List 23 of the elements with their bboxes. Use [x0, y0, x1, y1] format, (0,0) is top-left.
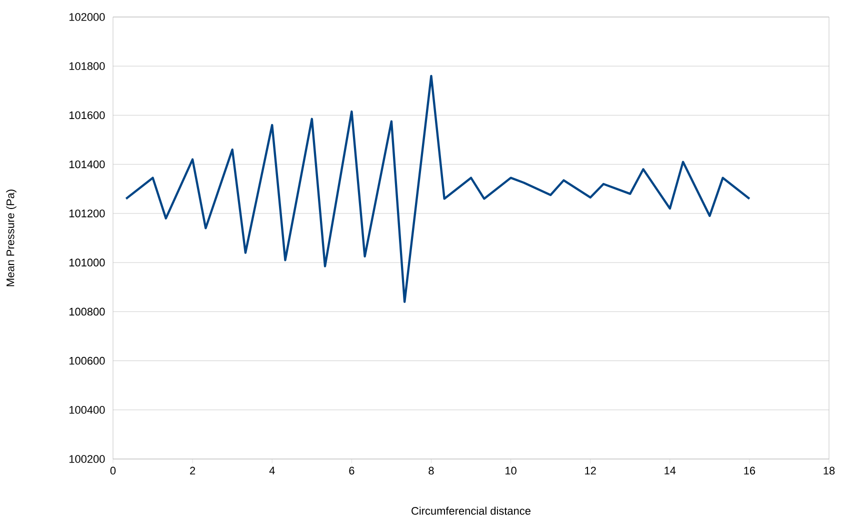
y-tick-label: 101000 — [69, 258, 105, 266]
x-tick-label: 14 — [664, 466, 676, 474]
x-tick-label: 6 — [349, 466, 354, 475]
x-tick-label: 4 — [269, 466, 275, 474]
x-tick-label: 18 — [824, 466, 835, 475]
y-tick-label: 101200 — [69, 210, 105, 218]
x-tick-label: 0 — [110, 466, 116, 475]
x-tick-label: 8 — [428, 466, 434, 475]
y-tick-label: 100400 — [69, 406, 105, 414]
x-tick-label: 10 — [506, 466, 516, 475]
y-tick-label: 100800 — [69, 308, 105, 316]
y-tick-label: 101400 — [69, 160, 105, 168]
y-tick-label: 101600 — [69, 111, 105, 120]
y-tick-label: 100200 — [69, 455, 105, 463]
y-tick-label: 100600 — [69, 356, 105, 365]
y-tick-label: 102000 — [69, 13, 105, 21]
x-axis-title: Circumferencial distance — [412, 506, 530, 515]
line-series — [125, 74, 751, 303]
y-tick-label: 101800 — [69, 62, 105, 70]
x-tick-label: 12 — [585, 466, 596, 474]
x-tick-label: 2 — [190, 466, 196, 474]
y-axis-title: Mean Pressure (Pa) — [6, 190, 16, 286]
x-tick-label: 16 — [744, 466, 756, 475]
